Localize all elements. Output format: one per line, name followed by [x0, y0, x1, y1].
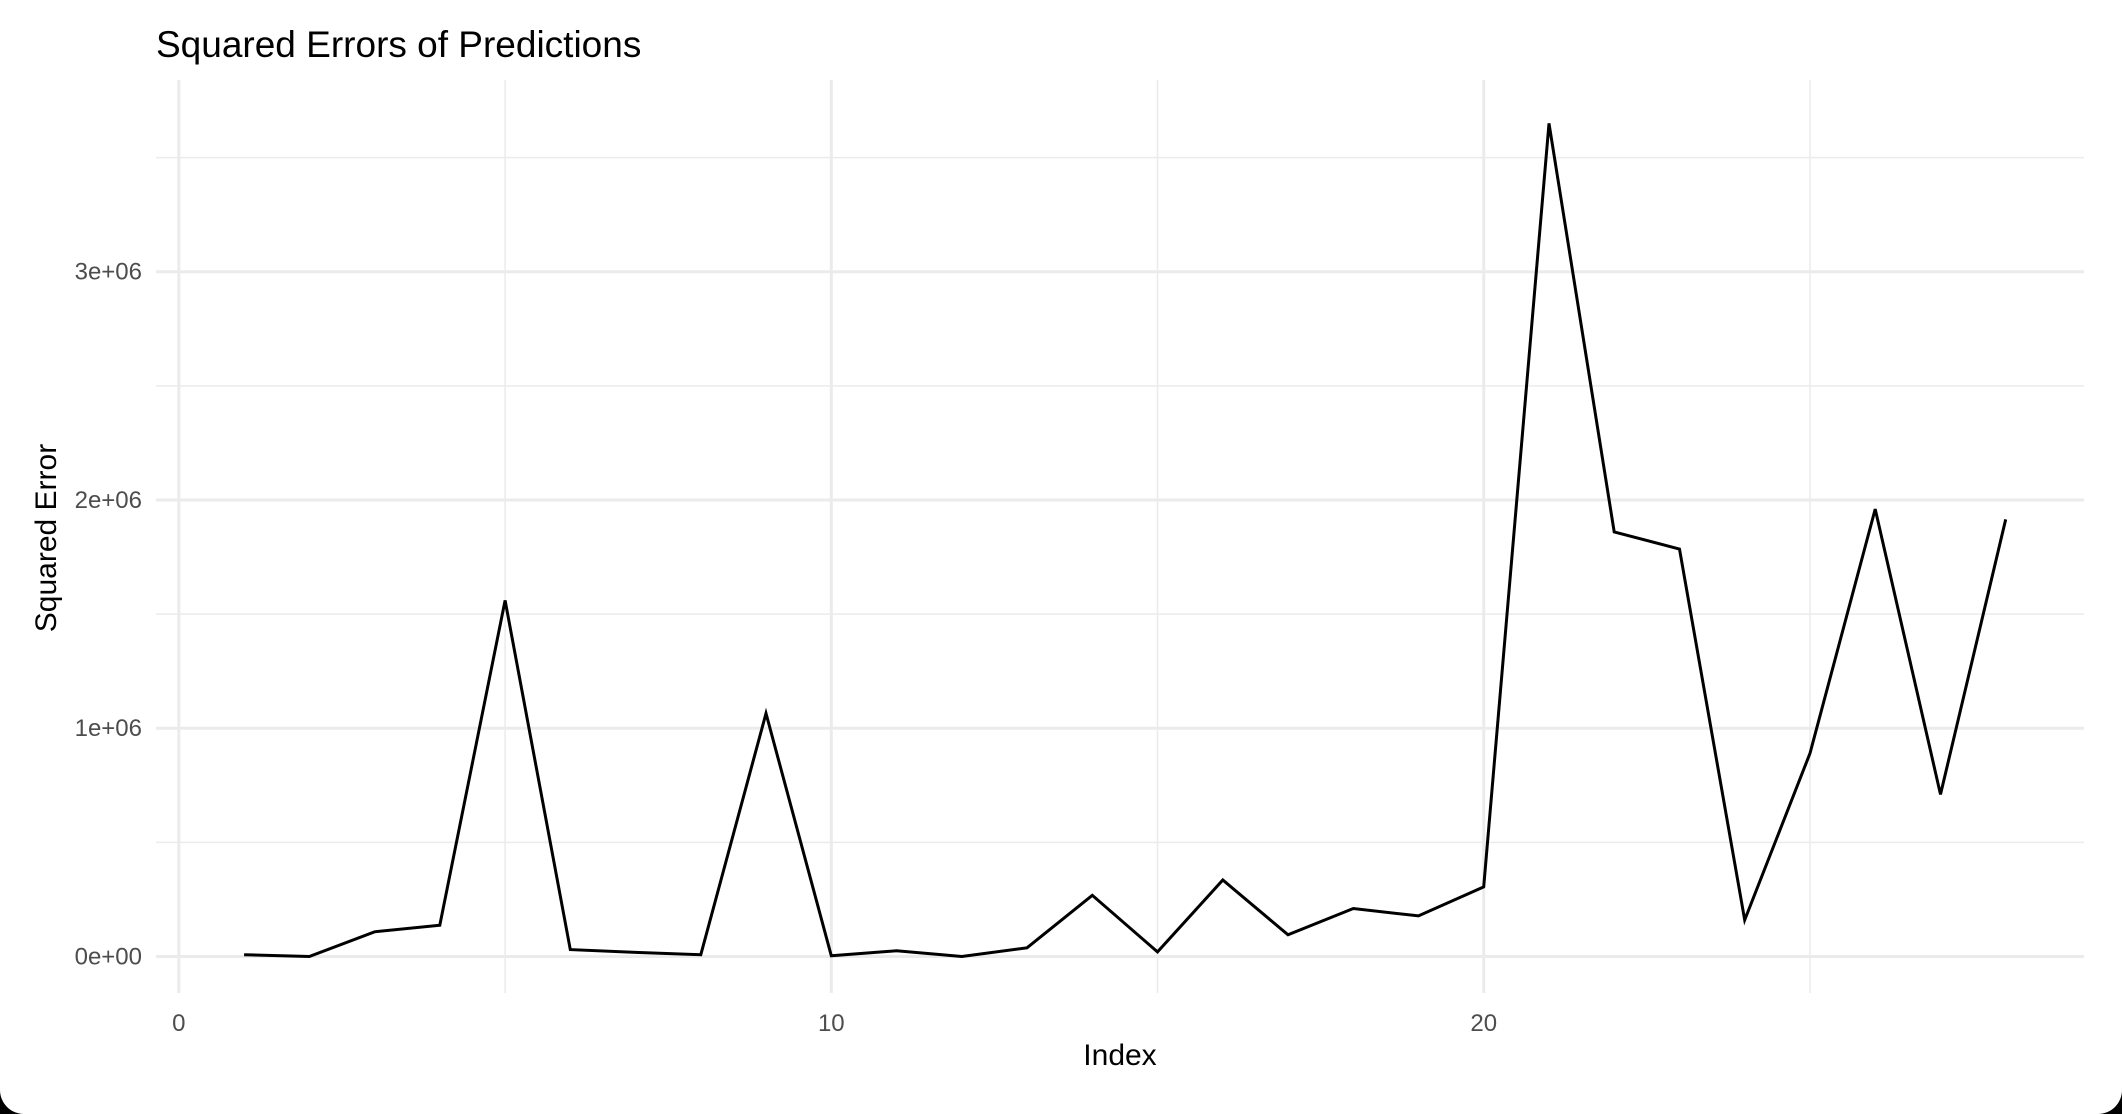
y-tick-label: 3e+06: [75, 259, 142, 286]
x-tick-label: 0: [172, 1010, 185, 1037]
x-axis-title: Index: [1083, 1039, 1156, 1072]
x-tick-label: 20: [1470, 1010, 1497, 1037]
x-tick-label: 10: [818, 1010, 845, 1037]
x-tick-labels: 0 10 20: [172, 1010, 1497, 1037]
series-lines: [244, 123, 2008, 959]
y-axis-title: Squared Error: [30, 444, 63, 632]
y-tick-label: 1e+06: [75, 715, 142, 742]
y-tick-label: 0e+00: [75, 943, 142, 970]
gridlines: [156, 80, 2084, 993]
y-tick-label: 2e+06: [75, 487, 142, 514]
chart-title: Squared Errors of Predictions: [156, 24, 641, 65]
series-line: [244, 123, 2008, 959]
y-tick-labels: 0e+00 1e+06 2e+06 3e+06: [75, 259, 142, 971]
